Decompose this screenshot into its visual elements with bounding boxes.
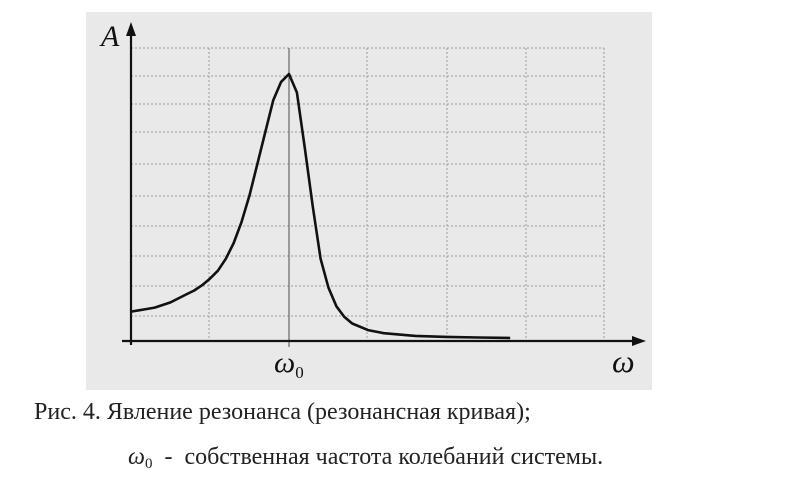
figure-caption-legend: ω0 - собственная частота колебаний систе… <box>128 444 603 473</box>
caption-legend-text: - собственная частота колебаний системы. <box>152 444 604 470</box>
resonance-chart: A ω ω0 <box>99 20 646 382</box>
axes <box>122 22 646 346</box>
omega-symbol: ω <box>128 444 145 470</box>
y-axis-label: A <box>99 20 120 53</box>
x-axis-label: ω <box>612 343 635 379</box>
figure-panel <box>86 12 652 390</box>
y-axis-arrow <box>126 22 136 36</box>
figure-caption: Рис. 4. Явление резонанса (резонансная к… <box>34 399 531 425</box>
x-tick-symbol: ω <box>274 346 295 379</box>
grid <box>131 47 605 347</box>
x-tick-label-omega0: ω0 <box>274 346 304 382</box>
x-tick-subscript: 0 <box>295 363 304 382</box>
omega-subscript: 0 <box>144 456 153 472</box>
resonance-curve <box>130 72 511 340</box>
x-axis-arrow <box>632 336 646 346</box>
